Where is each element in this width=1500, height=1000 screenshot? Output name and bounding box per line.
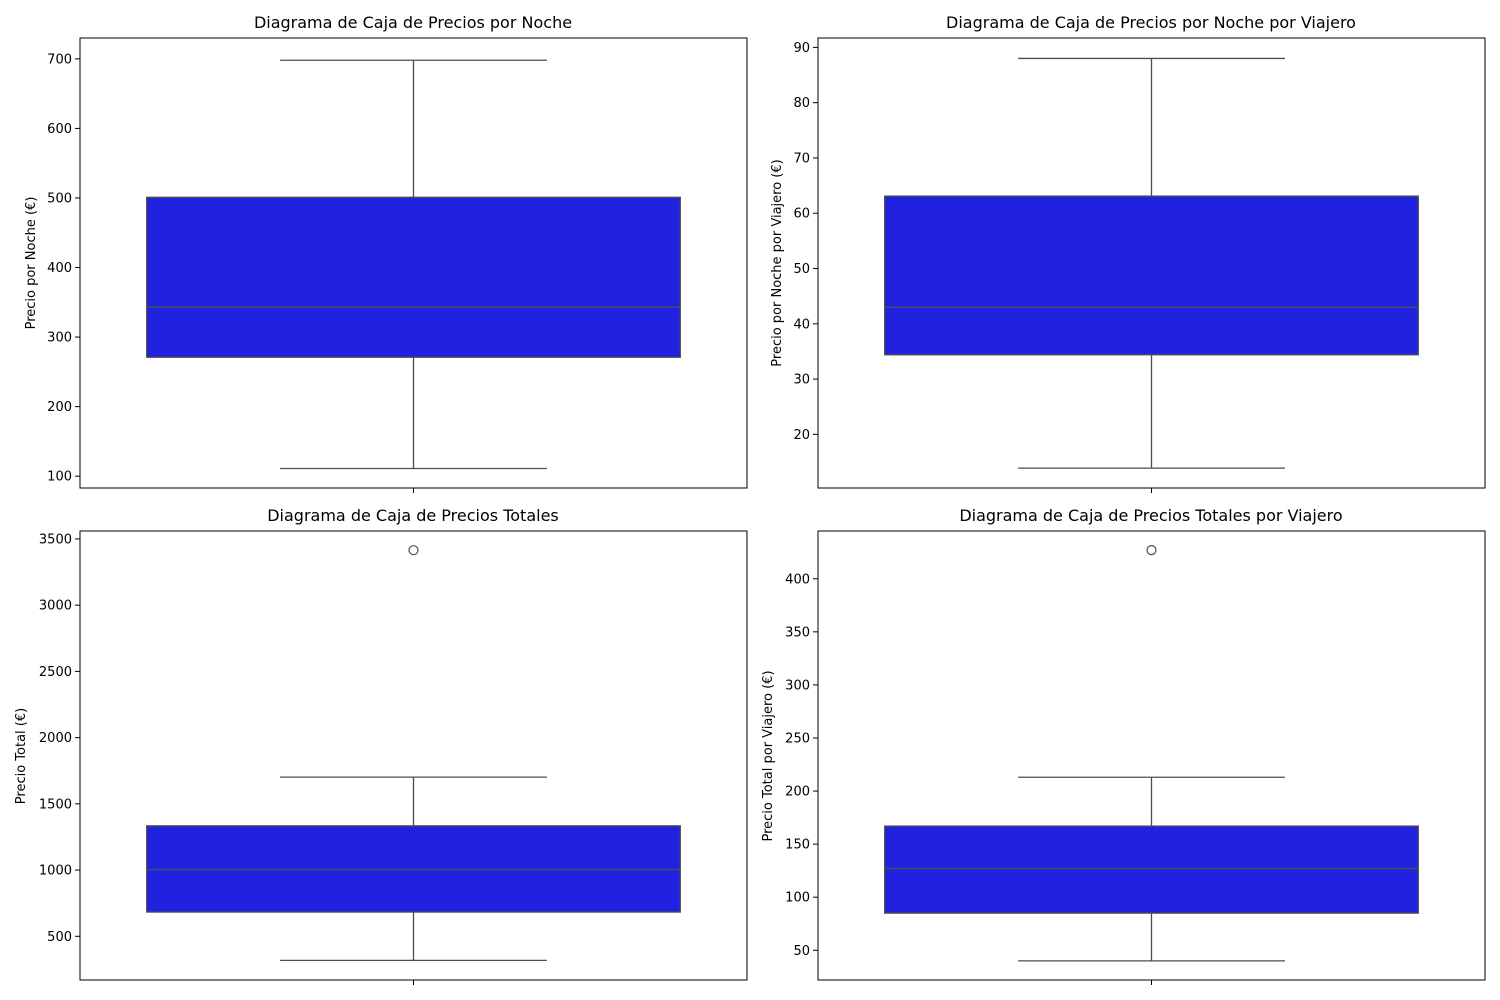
y-tick-label: 50	[793, 944, 810, 959]
y-tick-label: 200	[47, 400, 72, 415]
y-tick-label: 500	[47, 191, 72, 206]
y-tick-label: 700	[47, 52, 72, 67]
plot-area: 20 30 40 50 60 70 80 90	[793, 37, 1486, 493]
outlier-point	[1146, 545, 1157, 556]
y-tick-label: 250	[785, 731, 810, 746]
y-tick-label: 300	[785, 678, 810, 693]
chart-title: Diagrama de Caja de Precios por Noche po…	[946, 13, 1356, 32]
plot-area: 100 200 300 400 500 600 700	[47, 37, 748, 493]
y-tick-label: 200	[785, 785, 810, 800]
y-tick-label: 60	[793, 207, 810, 222]
y-axis-label: Precio por Noche por Viajero (€)	[770, 159, 785, 366]
y-tick-label: 100	[785, 891, 810, 906]
y-tick-label: 300	[47, 331, 72, 346]
y-tick-label: 600	[47, 122, 72, 137]
panel-total-price: Diagrama de Caja de Precios Totales Prec…	[14, 506, 748, 985]
plot-area: 50 100 150 200 250 300 350 400	[785, 530, 1486, 985]
y-tick-label: 20	[793, 428, 810, 443]
iqr-box	[884, 195, 1419, 356]
panel-price-per-night-per-traveler: Diagrama de Caja de Precios por Noche po…	[770, 13, 1486, 493]
y-tick-label: 3000	[39, 599, 72, 614]
chart-title: Diagrama de Caja de Precios Totales por …	[959, 506, 1342, 525]
axes-frame	[817, 37, 1486, 489]
iqr-box	[884, 825, 1419, 914]
panel-price-per-night: Diagrama de Caja de Precios por Noche Pr…	[24, 13, 748, 493]
y-tick-label: 90	[793, 41, 810, 56]
y-tick-label: 1000	[39, 864, 72, 879]
chart-title: Diagrama de Caja de Precios Totales	[267, 506, 559, 525]
y-tick-label: 350	[785, 625, 810, 640]
axes-frame	[817, 530, 1486, 981]
y-tick-label: 80	[793, 96, 810, 111]
y-tick-label: 2000	[39, 731, 72, 746]
y-tick-label: 50	[793, 262, 810, 277]
outlier-point	[408, 545, 419, 556]
plot-area: 500 1000 1500 2000 2500 3000 3500	[39, 530, 748, 985]
y-axis-label: Precio Total (€)	[14, 708, 29, 804]
axes-frame	[79, 530, 748, 981]
y-tick-label: 30	[793, 373, 810, 388]
y-tick-label: 400	[785, 572, 810, 587]
y-tick-label: 500	[47, 930, 72, 945]
y-tick-label: 150	[785, 838, 810, 853]
y-tick-label: 400	[47, 261, 72, 276]
y-tick-label: 70	[793, 151, 810, 166]
chart-title: Diagrama de Caja de Precios por Noche	[254, 13, 572, 32]
y-axis-label: Precio por Noche (€)	[24, 197, 39, 330]
panel-total-price-per-traveler: Diagrama de Caja de Precios Totales por …	[761, 506, 1486, 985]
iqr-box	[146, 196, 681, 358]
y-tick-label: 3500	[39, 532, 72, 547]
y-axis-label: Precio Total por Viajero (€)	[761, 670, 776, 841]
y-tick-label: 100	[47, 470, 72, 485]
axes-frame	[79, 37, 748, 489]
y-tick-label: 1500	[39, 797, 72, 812]
y-tick-label: 2500	[39, 665, 72, 680]
y-tick-label: 40	[793, 317, 810, 332]
